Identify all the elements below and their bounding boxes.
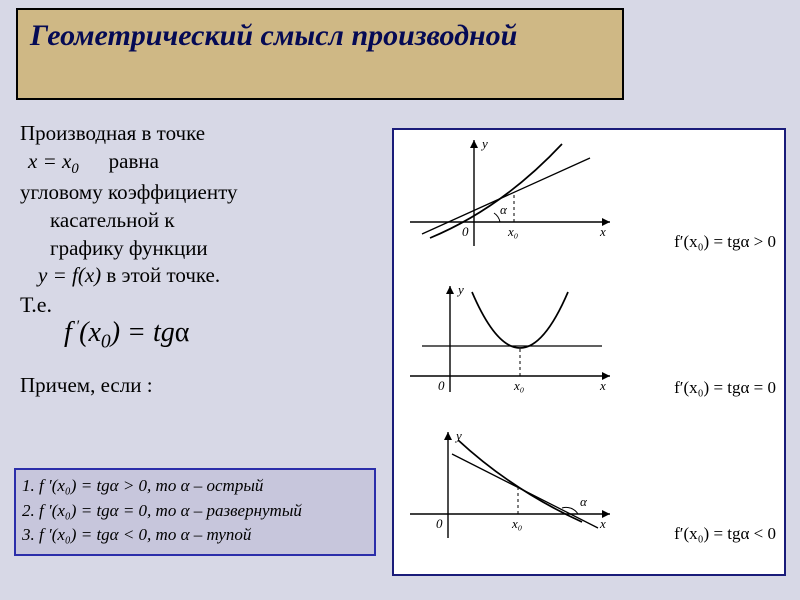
svg-text:y: y: [456, 282, 464, 297]
svg-text:0: 0: [436, 516, 443, 531]
graph-positive: x y 0 x₀ α f′(x₀) = tgα > 0: [402, 134, 780, 280]
x-equals-x0: x = x0: [20, 148, 79, 180]
svg-text:x: x: [599, 516, 606, 531]
caption-3: f′(x₀) = tgα < 0: [674, 524, 776, 544]
y-eq-fx: y = f(x): [38, 263, 101, 287]
svg-text:x₀: x₀: [511, 516, 522, 531]
condition-2: 2. f ′(x₀) = tgα = 0, то α – развернутый: [22, 499, 368, 524]
line-xeq: x = x0 равна: [20, 148, 370, 180]
explanation-text: Производная в точке x = x0 равна угловом…: [20, 120, 370, 400]
svg-text:α: α: [500, 202, 508, 217]
line-7: Т.е.: [20, 290, 370, 319]
conditions-box: 1. f ′(x₀) = tgα > 0, то α – острый 2. f…: [14, 468, 376, 556]
line-3: угловому коэффициенту: [20, 179, 370, 207]
caption-2: f′(x₀) = tgα = 0: [674, 378, 776, 398]
condition-3: 3. f ′(x₀) = tgα < 0, то α – тупой: [22, 523, 368, 548]
line-1: Производная в точке: [20, 120, 370, 148]
line-4: касательной к: [20, 207, 370, 235]
graph-negative: x y 0 x₀ α f′(x₀) = tgα < 0: [402, 426, 780, 572]
graphs-panel: x y 0 x₀ α f′(x₀) = tgα > 0 x y 0 x₀ f′(…: [392, 128, 786, 576]
svg-text:0: 0: [462, 224, 469, 239]
svg-text:0: 0: [438, 378, 445, 393]
svg-text:x: x: [599, 378, 606, 393]
line-6b: в этой точке.: [101, 263, 220, 287]
svg-text:α: α: [580, 494, 588, 509]
caption-1: f′(x₀) = tgα > 0: [674, 232, 776, 252]
condition-1: 1. f ′(x₀) = tgα > 0, то α – острый: [22, 474, 368, 499]
graph-zero: x y 0 x₀ f′(x₀) = tgα = 0: [402, 280, 780, 426]
svg-text:y: y: [454, 428, 462, 443]
svg-text:x: x: [599, 224, 606, 239]
line-6: y = f(x) в этой точке.: [20, 262, 370, 290]
page-title: Геометрический смысл производной: [30, 18, 610, 53]
line-5: графику функции: [20, 235, 370, 263]
graph-zero-svg: x y 0 x₀: [402, 280, 622, 400]
line-2: равна: [109, 148, 159, 176]
main-formula: f′(x0) = tgα: [20, 317, 370, 354]
svg-text:y: y: [480, 136, 488, 151]
graph-positive-svg: x y 0 x₀ α: [402, 134, 622, 254]
graph-negative-svg: x y 0 x₀ α: [402, 426, 622, 546]
line-8: Причем, если :: [20, 372, 370, 400]
title-box: Геометрический смысл производной: [16, 8, 624, 100]
svg-text:x₀: x₀: [513, 378, 524, 393]
svg-text:x₀: x₀: [507, 224, 518, 239]
